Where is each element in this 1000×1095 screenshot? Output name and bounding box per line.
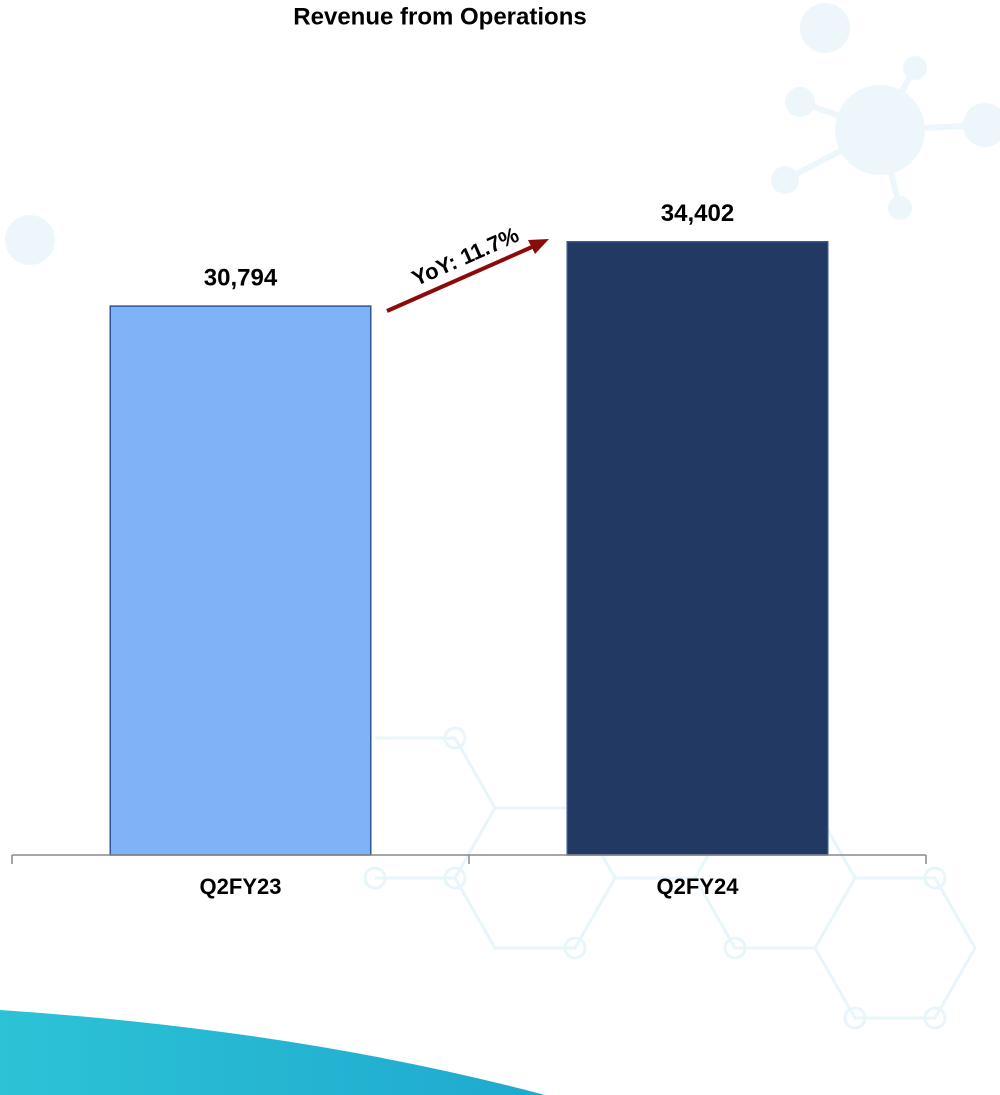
chart-title: Revenue from Operations	[293, 3, 586, 30]
annotation: YoY: 11.7%	[408, 222, 523, 291]
data-label: 30,794	[204, 264, 278, 291]
plot-area: 30,794 Q2FY23 34,402 Q2FY24	[110, 200, 827, 899]
x-tick-label: Q2FY24	[657, 874, 740, 899]
chart: Revenue from Operations 30,794 Q2FY23 34,4…	[0, 0, 1000, 1095]
bottom-swoosh	[0, 1010, 545, 1095]
x-axis-ticks	[12, 855, 926, 864]
data-label: 34,402	[661, 200, 734, 227]
x-tick-label: Q2FY23	[200, 874, 282, 899]
page: Revenue from Operations 30,794 Q2FY23 34,4…	[0, 0, 1000, 1095]
yoy-annotation: YoY: 11.7%	[387, 222, 549, 311]
bar	[110, 306, 370, 855]
bar	[567, 242, 827, 855]
